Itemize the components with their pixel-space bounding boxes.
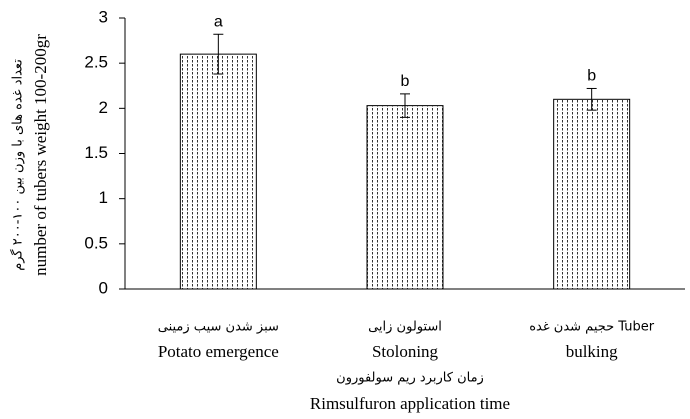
x-label-persian: زمان کاربرد ریم سولفورون: [336, 371, 484, 386]
error-bar: [586, 87, 597, 111]
bar: [553, 98, 631, 290]
significance-letter: a: [214, 13, 223, 30]
x-label: Rimsulfuron application time: [310, 394, 510, 413]
x-tick-label-persian: سبز شدن سیب زمینی: [158, 320, 279, 335]
error-bar: [213, 33, 224, 75]
y-tick-label: 2.5: [84, 53, 108, 72]
x-tick-label: Stoloning: [372, 342, 439, 361]
y-tick-label: 3: [99, 7, 108, 26]
y-tick-label: 0: [99, 278, 108, 297]
bar: [179, 53, 257, 290]
y-label: number of tubers weight 100-200gr: [31, 34, 50, 276]
x-tick-label: Potato emergence: [158, 342, 279, 361]
y-tick-label: 1: [99, 188, 108, 207]
y-label-persian: تعداد غده های با وزن بین ۱۰۰-۲۰۰ گرم: [10, 59, 26, 271]
significance-letter: b: [401, 73, 410, 90]
x-tick-label-persian: حجیم شدن غده Tuber: [529, 320, 655, 335]
x-tick-label: bulking: [566, 342, 618, 361]
x-tick-label-persian: استولون زایی: [368, 320, 442, 335]
bar: [366, 105, 444, 290]
y-tick-label: 1.5: [84, 143, 108, 162]
y-tick-label: 2: [99, 98, 108, 117]
significance-letter: b: [587, 68, 596, 85]
y-tick-label: 0.5: [84, 233, 108, 252]
error-bar: [400, 93, 410, 118]
